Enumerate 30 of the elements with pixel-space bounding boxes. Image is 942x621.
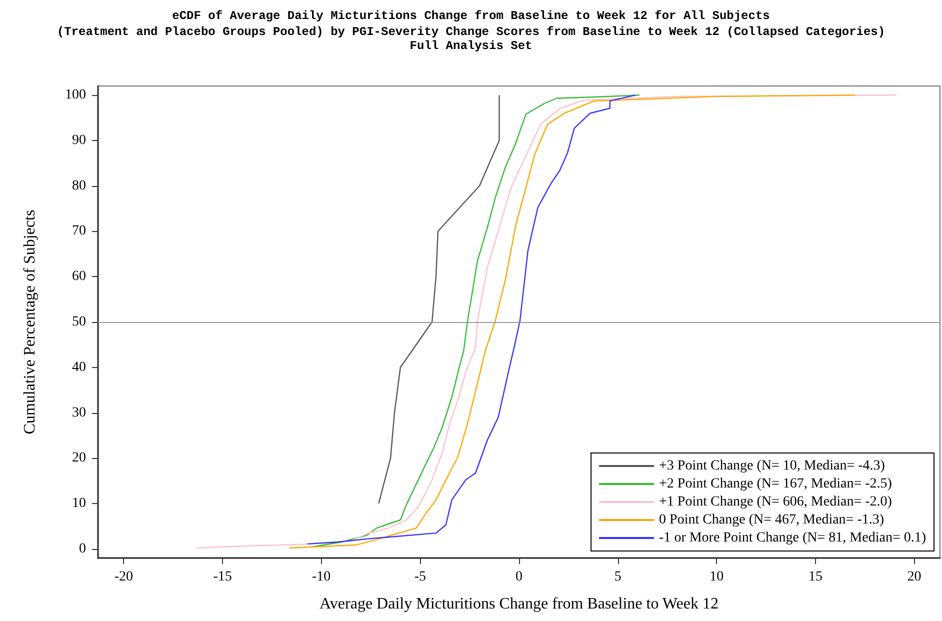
- chart-subtitle: (Treatment and Placebo Groups Pooled) by PGI-Severity Change Scores from Baseline to Week 12 (Collapsed Categories) Full Analysis Set: [56, 25, 886, 53]
- y-tick-label: 40: [72, 360, 86, 375]
- y-tick-label: 30: [72, 405, 86, 420]
- legend-label: -1 or More Point Change (N= 81, Median= 0.1): [659, 530, 926, 546]
- y-tick-label: 90: [72, 132, 86, 148]
- y-tick-label: 70: [72, 224, 86, 239]
- x-axis-title: Average Daily Micturitions Change from Baseline to Week 12: [320, 596, 718, 612]
- legend-label: +1 Point Change (N= 606, Median= -2.0): [659, 494, 892, 510]
- x-tick-label: 20: [907, 570, 922, 584]
- x-tick-label: -20: [114, 570, 134, 584]
- x-tick-label: -15: [213, 570, 232, 584]
- y-tick-label: 0: [79, 541, 86, 556]
- x-tick-label: 0: [516, 570, 522, 584]
- legend-label: +3 Point Change (N= 10, Median= -4.3): [659, 458, 886, 474]
- x-tick-label: 15: [808, 570, 822, 584]
- x-tick-label: -10: [312, 570, 331, 584]
- x-tick-label: 10: [710, 570, 724, 584]
- y-tick-label: 20: [72, 450, 86, 466]
- legend-label: 0 Point Change (N= 467, Median= -1.3): [659, 512, 884, 528]
- y-tick-label: 100: [65, 88, 86, 103]
- y-tick-label: 60: [72, 269, 86, 284]
- x-tick-label: 5: [614, 570, 622, 584]
- y-tick-label: 10: [72, 496, 86, 512]
- y-tick-label: 50: [72, 314, 86, 330]
- legend-label: +2 Point Change (N= 167, Median= -2.5): [659, 476, 892, 492]
- y-tick-label: 80: [72, 178, 86, 194]
- chart-title: eCDF of Average Daily Micturitions Change from Baseline to Week 12 for All Subjects: [172, 9, 770, 23]
- line-series: [378, 94, 500, 504]
- y-axis-title: Cumulative Percentage of Subjects: [22, 210, 38, 434]
- x-tick-label: -5: [414, 570, 426, 584]
